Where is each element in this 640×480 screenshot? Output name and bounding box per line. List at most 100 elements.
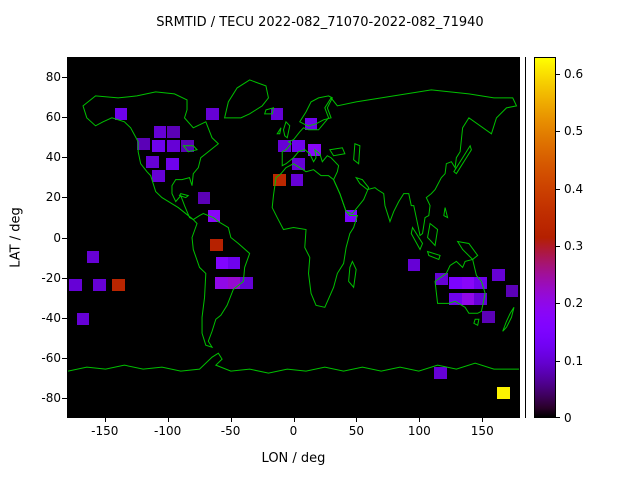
coastline-philippines bbox=[444, 208, 448, 218]
coastline-australia bbox=[435, 259, 485, 313]
heatmap-cell bbox=[210, 238, 223, 251]
heatmap-cell bbox=[461, 276, 475, 289]
chart-title: SRMTID / TECU 2022-082_71070-2022-082_71… bbox=[156, 15, 484, 30]
heatmap-cell bbox=[152, 170, 165, 183]
x-tick-mark bbox=[419, 418, 421, 422]
y-tick-label: 60 bbox=[45, 110, 61, 125]
coastline-tasmania bbox=[474, 319, 479, 325]
coastline-iceland bbox=[265, 108, 274, 114]
heatmap-cell bbox=[435, 272, 448, 285]
coastline-cuba bbox=[179, 194, 188, 198]
colorbar-tick-mark bbox=[556, 188, 560, 190]
coastline-new-guinea bbox=[458, 241, 478, 259]
coastline-greenland bbox=[225, 80, 269, 118]
colorbar-tick-label: 0.1 bbox=[564, 353, 584, 368]
y-tick-mark bbox=[62, 357, 67, 359]
heatmap-cell bbox=[114, 108, 128, 121]
colorbar-tick-mark bbox=[556, 131, 560, 133]
coastline-scandinavia bbox=[300, 96, 333, 126]
coastline-madagascar bbox=[349, 261, 357, 287]
x-tick-mark bbox=[293, 418, 295, 422]
colorbar-tick-mark bbox=[556, 417, 560, 418]
heatmap-cell bbox=[461, 292, 475, 305]
heatmap-cell bbox=[197, 192, 211, 205]
y-tick-mark bbox=[62, 197, 67, 199]
coastline-new-zealand bbox=[503, 307, 514, 331]
colorbar bbox=[534, 57, 556, 418]
colorbar-tick-mark bbox=[556, 246, 560, 248]
coastline-antarctica bbox=[68, 353, 519, 373]
heatmap-cell bbox=[474, 276, 488, 289]
heatmap-cell bbox=[291, 140, 305, 153]
coastline-japan bbox=[454, 146, 472, 174]
x-tick-label: 50 bbox=[348, 424, 365, 438]
heatmap-cell bbox=[434, 366, 447, 379]
heatmap-cell bbox=[304, 118, 318, 131]
coastline-britain bbox=[283, 122, 289, 138]
x-tick-mark bbox=[356, 418, 358, 422]
x-tick-mark bbox=[482, 418, 484, 422]
y-tick-mark bbox=[62, 397, 67, 399]
x-tick-mark bbox=[230, 418, 232, 422]
heatmap-cell bbox=[146, 156, 159, 169]
heatmap-cell bbox=[505, 284, 519, 297]
x-axis-label: LON / deg bbox=[261, 451, 326, 466]
outline-black-sea bbox=[330, 148, 345, 156]
coastline-eurasia bbox=[282, 90, 516, 236]
heatmap-cell bbox=[93, 278, 106, 291]
plot-area bbox=[67, 57, 520, 418]
heatmap-cell bbox=[215, 276, 228, 289]
heatmap-cell bbox=[407, 258, 421, 271]
coastline-north-america bbox=[83, 92, 218, 220]
heatmap-cell bbox=[206, 108, 219, 121]
heatmap-cells-layer bbox=[68, 58, 519, 417]
heatmap-cell bbox=[270, 108, 284, 121]
heatmap-cell bbox=[166, 158, 179, 171]
y-tick-label: -60 bbox=[41, 350, 61, 365]
y-tick-mark bbox=[62, 157, 67, 159]
y-tick-label: 40 bbox=[45, 150, 61, 165]
y-tick-mark bbox=[62, 117, 67, 119]
heatmap-cell bbox=[291, 158, 305, 171]
colorbar-tick-mark bbox=[556, 360, 560, 362]
coastline-ireland bbox=[277, 128, 281, 134]
x-tick-label: -150 bbox=[91, 424, 119, 438]
coastline-africa bbox=[272, 164, 357, 308]
heatmap-cell bbox=[227, 276, 241, 289]
heatmap-cell bbox=[207, 210, 221, 223]
y-tick-label: 80 bbox=[45, 70, 61, 85]
heatmap-cell bbox=[167, 140, 180, 153]
coastline-south-america bbox=[192, 214, 250, 348]
x-tick-mark bbox=[104, 418, 106, 422]
colorbar-tick-label: 0.5 bbox=[564, 124, 584, 139]
y-tick-label: -40 bbox=[41, 310, 61, 325]
colorbar-tick-mark bbox=[556, 303, 560, 305]
colorbar-tick-label: 0.6 bbox=[564, 67, 584, 82]
x-tick-label: 100 bbox=[407, 424, 431, 438]
heatmap-cell bbox=[492, 268, 505, 281]
heatmap-cell bbox=[153, 126, 167, 139]
heatmap-cell bbox=[216, 256, 230, 269]
heatmap-cell bbox=[86, 250, 100, 263]
heatmap-cell bbox=[278, 140, 291, 153]
x-tick-label: -50 bbox=[220, 424, 241, 438]
heatmap-cell bbox=[167, 126, 180, 139]
y-tick-label: -20 bbox=[41, 270, 61, 285]
heatmap-cell bbox=[112, 278, 125, 291]
y-tick-label: 0 bbox=[53, 230, 61, 245]
coastline-java bbox=[428, 251, 441, 259]
heatmap-cell bbox=[76, 312, 90, 325]
outline-caspian-sea bbox=[354, 144, 360, 164]
heatmap-cell bbox=[497, 386, 510, 399]
coastline-sumatra bbox=[411, 228, 422, 250]
y-tick-mark bbox=[62, 77, 67, 79]
coastline-borneo bbox=[428, 224, 438, 246]
colorbar-tick-label: 0 bbox=[564, 411, 572, 425]
x-tick-label: -100 bbox=[154, 424, 182, 438]
world-map-outline bbox=[68, 58, 519, 417]
colorbar-tick-label: 0.2 bbox=[564, 296, 584, 311]
y-tick-label: -80 bbox=[41, 390, 61, 405]
heatmap-cell bbox=[449, 276, 462, 289]
outline-great-lakes bbox=[183, 146, 197, 152]
